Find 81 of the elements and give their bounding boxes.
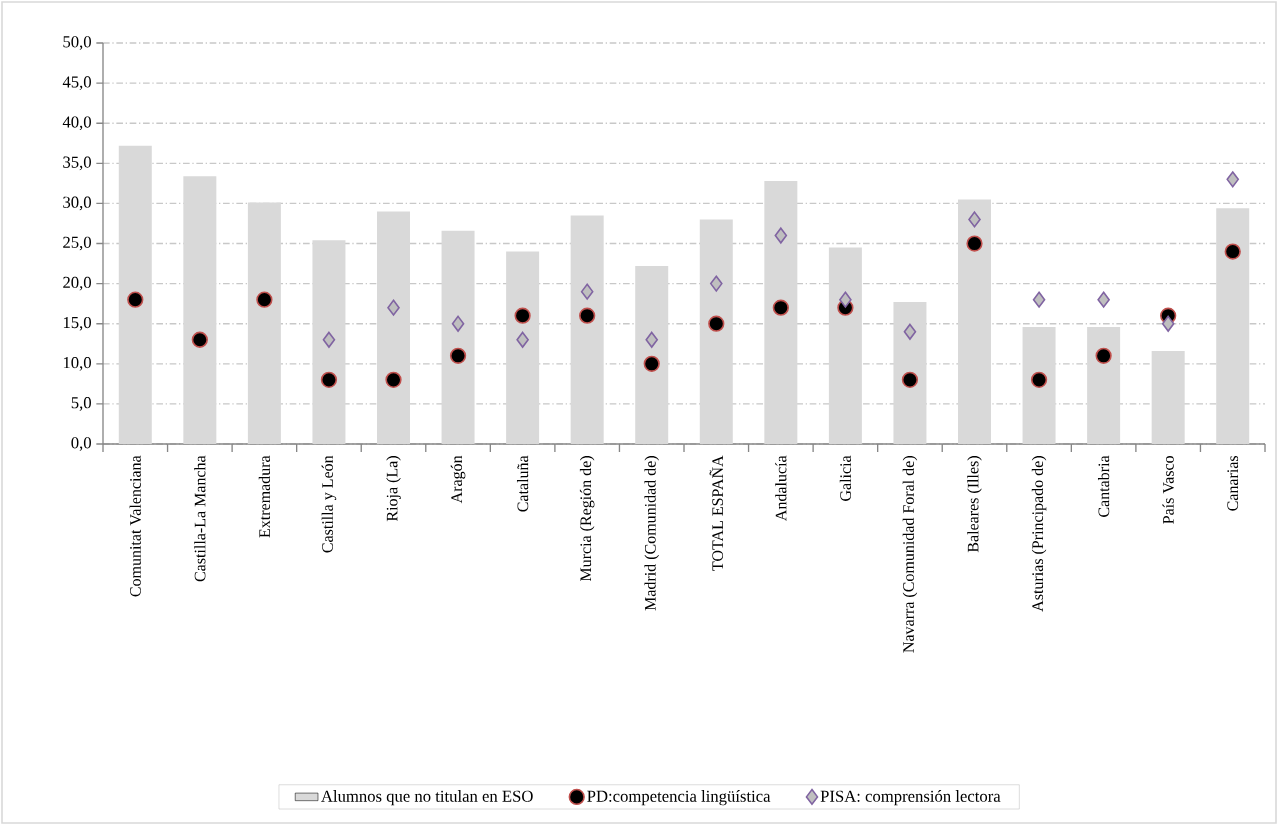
point [449,347,467,364]
x-tick-label: Cantabria [1097,455,1110,517]
y-tick-label: 45,0 [62,76,91,90]
bar [828,247,862,445]
x-tick-label: Cataluña [516,455,529,512]
y-tick-label: 30,0 [63,196,91,211]
bar [377,211,410,445]
y-tick-label: 25,0 [63,236,91,251]
point [968,211,981,228]
x-tick-label: Baleares (Illes) [967,456,982,553]
point [901,371,919,388]
bar [247,202,281,445]
x-tick-label: País Vasco [1162,456,1174,524]
bar [441,230,475,445]
x-tick-label: Galicia [839,455,852,501]
point [256,291,273,308]
point [514,307,531,324]
x-tick-label: Comunitat Valenciana [129,455,141,597]
bar [1151,350,1185,445]
point [191,331,208,348]
bar [312,240,346,445]
point [645,331,659,348]
point [709,275,723,292]
point [320,371,338,388]
bar [764,180,798,445]
legend-label: PISA: comprensión lectora [820,790,1001,806]
point [708,315,725,332]
y-tick-label: 0,0 [71,437,91,451]
point [579,307,596,324]
point [966,235,983,252]
y-tick-label: 20,0 [63,276,91,291]
point [643,355,660,372]
point [839,291,852,308]
x-tick-label: Castilla y León [321,455,337,553]
point [580,283,594,300]
point [451,315,465,332]
bar [893,302,927,445]
point [774,227,788,244]
bar [1216,208,1250,445]
point [385,371,402,388]
bar [570,215,604,445]
x-tick-label: TOTAL ESPAÑA [709,455,724,571]
bar [506,251,540,445]
point [903,323,917,340]
x-tick-label: Andalucía [775,455,787,521]
point [1032,291,1046,308]
x-tick-label: Canarias [1227,455,1239,511]
x-tick-label: Murcia (Región de) [579,456,595,582]
bar [699,219,733,445]
x-tick-label: Rioja (La) [386,456,401,522]
point [1161,315,1175,332]
x-tick-label: Madrid (Comunidad de) [644,456,659,611]
x-tick-label: Asturias (Principado de) [1031,456,1047,612]
legend-label: Alumnos que no titulan en ESO [321,790,533,806]
y-tick-label: 40,0 [62,116,91,131]
point [387,299,400,316]
bar [1087,326,1121,445]
legend-label: PD:competencia lingüística [587,790,771,806]
bar [635,265,669,445]
point [1095,347,1112,364]
x-tick-label: Extremadura [258,455,271,538]
x-tick-label: Navarra (Comunidad Foral de) [902,456,918,653]
point [322,331,336,348]
point [772,299,789,316]
point [1224,243,1241,260]
y-tick-label: 15,0 [63,316,91,331]
y-tick-label: 35,0 [63,156,91,171]
x-tick-label: Aragón [450,455,466,504]
y-tick-label: 10,0 [63,356,91,371]
x-tick-label: Castilla-La Mancha [194,455,206,582]
y-tick-label: 50,0 [63,36,91,50]
point [1226,171,1240,188]
point [1030,371,1048,388]
bar [1022,326,1056,445]
point [516,331,529,348]
y-tick-label: 5,0 [71,397,91,411]
point [1097,291,1110,308]
bar [183,176,217,445]
bar [118,145,152,445]
bar [958,199,991,445]
point [127,291,144,308]
